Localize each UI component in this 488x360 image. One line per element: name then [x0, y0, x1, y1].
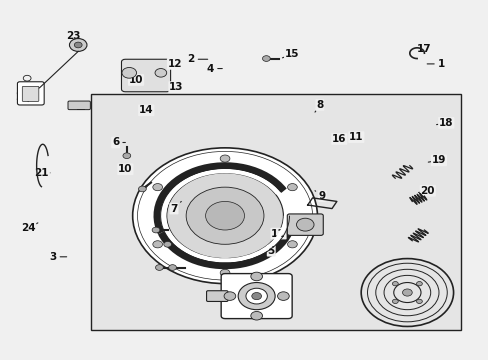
Circle shape [122, 153, 130, 158]
Text: 11: 11 [348, 132, 363, 142]
Text: 23: 23 [66, 31, 81, 44]
Circle shape [287, 241, 297, 248]
Text: 9: 9 [314, 191, 325, 201]
Circle shape [392, 299, 397, 303]
Text: 1: 1 [427, 59, 444, 69]
FancyBboxPatch shape [206, 291, 227, 301]
Circle shape [205, 202, 244, 230]
Circle shape [220, 269, 229, 276]
Circle shape [220, 155, 229, 162]
Circle shape [138, 186, 146, 192]
FancyBboxPatch shape [91, 94, 460, 330]
Circle shape [238, 283, 275, 310]
FancyBboxPatch shape [22, 86, 39, 102]
Circle shape [166, 173, 283, 258]
Text: 19: 19 [427, 156, 445, 165]
FancyBboxPatch shape [121, 59, 170, 92]
Circle shape [224, 292, 235, 300]
Text: 7: 7 [170, 202, 181, 213]
Circle shape [262, 56, 270, 62]
Text: 22: 22 [15, 92, 35, 102]
Circle shape [152, 227, 160, 233]
Circle shape [74, 42, 82, 48]
Text: 17: 17 [416, 44, 431, 54]
FancyBboxPatch shape [68, 101, 90, 110]
Circle shape [153, 184, 162, 191]
Circle shape [250, 311, 262, 320]
Circle shape [245, 288, 267, 304]
FancyBboxPatch shape [287, 214, 323, 235]
Circle shape [168, 265, 176, 270]
Text: 10: 10 [128, 75, 143, 85]
Circle shape [163, 242, 171, 247]
Circle shape [402, 289, 411, 296]
Text: 20: 20 [418, 186, 434, 196]
Circle shape [155, 68, 166, 77]
Text: 15: 15 [282, 49, 299, 59]
Circle shape [392, 282, 397, 286]
Circle shape [250, 272, 262, 281]
FancyBboxPatch shape [221, 274, 291, 319]
Circle shape [251, 293, 261, 300]
Text: 5: 5 [267, 242, 274, 256]
Text: 6: 6 [112, 138, 125, 148]
Text: 18: 18 [436, 118, 452, 128]
Text: 13: 13 [169, 82, 183, 92]
Circle shape [416, 299, 422, 303]
Circle shape [153, 241, 162, 248]
Text: 4: 4 [206, 64, 222, 73]
Text: 2: 2 [187, 54, 207, 64]
Text: 14: 14 [139, 105, 153, 115]
Circle shape [186, 187, 264, 244]
Circle shape [155, 265, 163, 270]
Circle shape [416, 282, 422, 286]
Text: 3: 3 [49, 252, 66, 262]
Text: 12: 12 [167, 59, 182, 69]
Text: 16: 16 [331, 134, 346, 144]
Circle shape [287, 184, 297, 191]
Circle shape [296, 218, 313, 231]
Circle shape [132, 148, 317, 284]
Text: 11: 11 [271, 229, 285, 239]
Circle shape [122, 67, 136, 78]
Text: 21: 21 [35, 168, 50, 178]
FancyBboxPatch shape [18, 82, 44, 105]
Text: 10: 10 [118, 164, 132, 174]
Text: 24: 24 [21, 223, 38, 233]
Circle shape [277, 292, 288, 300]
Text: 8: 8 [314, 100, 323, 112]
Circle shape [69, 39, 87, 51]
